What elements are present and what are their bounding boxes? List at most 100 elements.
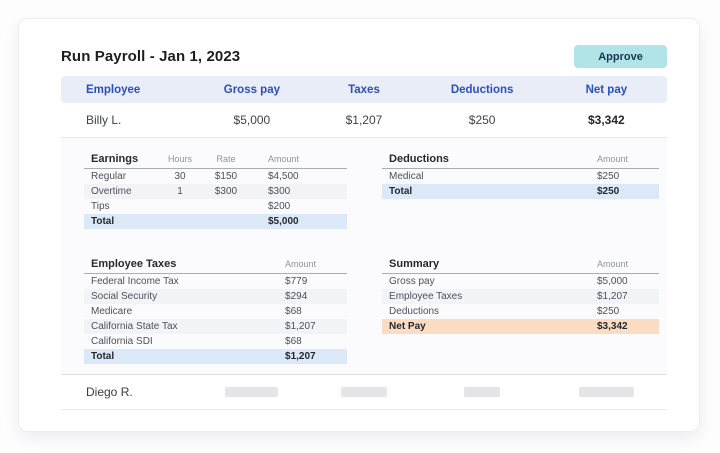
placeholder-bar bbox=[225, 387, 279, 397]
earnings-row-tips: Tips $200 bbox=[84, 199, 347, 214]
row-amount: $300 bbox=[268, 186, 291, 197]
summary-col-amount: Amount bbox=[597, 258, 629, 269]
header-cell-employee: Employee bbox=[86, 83, 141, 96]
row-amount: $1,207 bbox=[285, 321, 316, 332]
row-hours: 30 bbox=[174, 171, 186, 182]
earnings-row-overtime: Overtime 1 $300 $300 bbox=[84, 184, 348, 199]
row-amount: $4,500 bbox=[268, 171, 299, 182]
header-cell-deductions: Deductions bbox=[450, 83, 514, 96]
earnings-table: Earnings Hours Rate Amount Regular 30 $1… bbox=[84, 149, 348, 229]
row-amount: $200 bbox=[268, 201, 291, 212]
summary-row-employee-taxes: Employee Taxes $1,207 bbox=[382, 289, 659, 304]
earnings-col-hours: Hours bbox=[167, 153, 192, 164]
header-cell-net-pay: Net pay bbox=[585, 83, 628, 96]
tax-row-social-security: Social Security $294 bbox=[84, 289, 348, 304]
payroll-table: Employee Gross pay Taxes Deductions Net … bbox=[61, 76, 667, 137]
row-label: Employee Taxes bbox=[389, 291, 463, 302]
employee-taxes-rows: Federal Income Tax $779 Social Security … bbox=[84, 274, 348, 349]
tax-row-ca-sdi: California SDI $68 bbox=[84, 334, 347, 349]
cell-employee: Diego R. bbox=[86, 385, 133, 399]
row-label: Tips bbox=[91, 201, 110, 212]
total-amount: $1,207 bbox=[285, 351, 316, 362]
cell-net-pay-placeholder bbox=[546, 387, 667, 397]
total-label: Total bbox=[91, 351, 115, 362]
detail-row-2: Employee Taxes Amount Federal Income Tax… bbox=[84, 254, 659, 364]
header-cell-taxes: Taxes bbox=[348, 83, 380, 96]
earnings-col-amount: Amount bbox=[268, 153, 300, 164]
earnings-title: Earnings bbox=[91, 152, 139, 165]
row-label: Medical bbox=[389, 171, 424, 182]
row-label: Overtime bbox=[91, 186, 132, 197]
summary-title: Summary bbox=[389, 257, 440, 270]
row-label: Federal Income Tax bbox=[91, 276, 179, 287]
cell-net-pay: $3,342 bbox=[588, 113, 625, 127]
employee-taxes-col-amount: Amount bbox=[285, 258, 317, 269]
earnings-header: Earnings Hours Rate Amount bbox=[84, 149, 348, 169]
table-row-billy[interactable]: Billy L. $5,000 $1,207 $250 $3,342 bbox=[61, 103, 667, 137]
cell-taxes: $1,207 bbox=[345, 113, 383, 127]
row-label: Deductions bbox=[389, 306, 440, 317]
summary-rows: Gross pay $5,000 Employee Taxes $1,207 D… bbox=[382, 274, 659, 319]
card-header: Run Payroll - Jan 1, 2023 Approve bbox=[19, 19, 699, 76]
summary-table: Summary Amount Gross pay $5,000 Employee… bbox=[382, 254, 659, 364]
total-amount: $5,000 bbox=[268, 216, 299, 227]
placeholder-bar bbox=[578, 387, 634, 397]
row-label: Medicare bbox=[91, 306, 133, 317]
earnings-row-regular: Regular 30 $150 $4,500 bbox=[84, 169, 347, 184]
summary-row-deductions: Deductions $250 bbox=[382, 304, 659, 319]
row-amount: $294 bbox=[285, 291, 308, 302]
total-label: Total bbox=[91, 216, 115, 227]
deductions-row-medical: Medical $250 bbox=[382, 169, 659, 184]
cell-gross-pay-placeholder bbox=[194, 387, 309, 397]
cell-deductions-placeholder bbox=[419, 387, 546, 397]
row-amount: $779 bbox=[285, 276, 308, 287]
row-label: California SDI bbox=[91, 336, 153, 347]
total-label: Net Pay bbox=[389, 321, 426, 332]
row-rate: $150 bbox=[214, 171, 238, 182]
summary-row-gross-pay: Gross pay $5,000 bbox=[382, 274, 659, 289]
employee-taxes-header: Employee Taxes Amount bbox=[84, 254, 348, 274]
row-amount: $250 bbox=[597, 171, 620, 182]
row-amount: $1,207 bbox=[597, 291, 628, 302]
row-amount: $5,000 bbox=[597, 276, 628, 287]
deductions-total-row: Total $250 bbox=[382, 184, 659, 199]
tax-row-medicare: Medicare $68 bbox=[84, 304, 347, 319]
row-label: Gross pay bbox=[389, 276, 435, 287]
tax-row-ca-state: California State Tax $1,207 bbox=[84, 319, 348, 334]
tax-row-federal: Federal Income Tax $779 bbox=[84, 274, 347, 289]
deductions-header: Deductions Amount bbox=[382, 149, 659, 169]
cell-taxes-placeholder bbox=[309, 387, 418, 397]
total-amount: $250 bbox=[597, 186, 620, 197]
expanded-detail-section: Earnings Hours Rate Amount Regular 30 $1… bbox=[61, 137, 667, 375]
deductions-rows: Medical $250 bbox=[382, 169, 659, 184]
placeholder-bar bbox=[464, 387, 501, 397]
cell-employee: Billy L. bbox=[86, 113, 122, 127]
row-hours: 1 bbox=[177, 186, 183, 197]
payroll-card: Run Payroll - Jan 1, 2023 Approve Employ… bbox=[18, 18, 700, 432]
deductions-table: Deductions Amount Medical $250 Total $25… bbox=[382, 149, 659, 229]
row-label: Regular bbox=[91, 171, 127, 182]
header-cell-gross-pay: Gross pay bbox=[223, 83, 280, 96]
earnings-total-row: Total $5,000 bbox=[84, 214, 348, 229]
row-label: California State Tax bbox=[91, 321, 178, 332]
row-amount: $68 bbox=[285, 336, 302, 347]
page-title: Run Payroll - Jan 1, 2023 bbox=[61, 48, 241, 65]
table-row-diego[interactable]: Diego R. bbox=[61, 375, 667, 410]
total-label: Total bbox=[389, 186, 413, 197]
row-amount: $68 bbox=[285, 306, 302, 317]
employee-taxes-table: Employee Taxes Amount Federal Income Tax… bbox=[84, 254, 348, 364]
summary-header: Summary Amount bbox=[382, 254, 659, 274]
total-amount: $3,342 bbox=[597, 321, 628, 332]
row-rate: $300 bbox=[214, 186, 238, 197]
approve-button[interactable]: Approve bbox=[574, 45, 667, 68]
placeholder-bar bbox=[340, 387, 387, 397]
detail-row-1: Earnings Hours Rate Amount Regular 30 $1… bbox=[84, 149, 659, 229]
employee-taxes-total-row: Total $1,207 bbox=[84, 349, 348, 364]
deductions-title: Deductions bbox=[389, 152, 449, 165]
row-amount: $250 bbox=[597, 306, 620, 317]
cell-gross-pay: $5,000 bbox=[233, 113, 271, 127]
cell-deductions: $250 bbox=[468, 113, 496, 127]
earnings-col-rate: Rate bbox=[216, 153, 236, 164]
payroll-table-header: Employee Gross pay Taxes Deductions Net … bbox=[61, 76, 667, 103]
deductions-col-amount: Amount bbox=[597, 153, 629, 164]
